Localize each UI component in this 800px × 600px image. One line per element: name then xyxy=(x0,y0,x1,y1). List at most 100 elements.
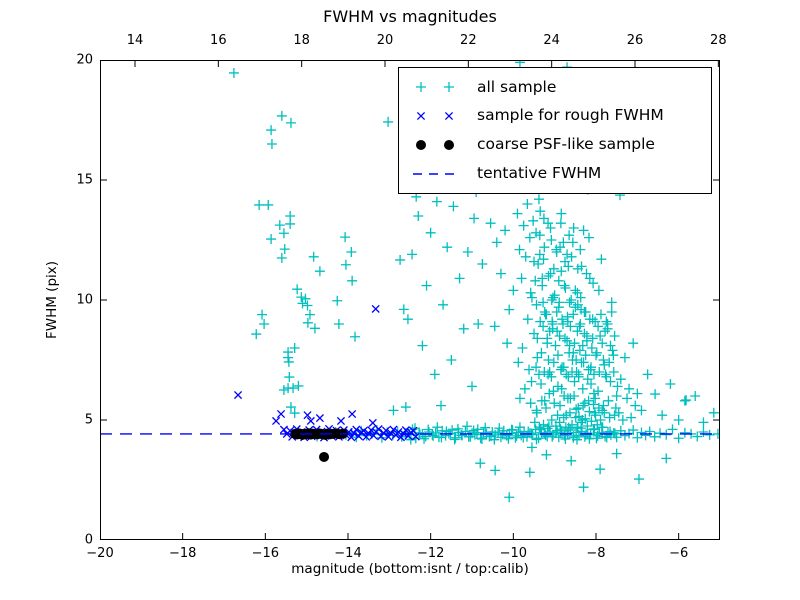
plus-marker xyxy=(513,357,524,368)
legend-marker-glyph xyxy=(416,82,454,93)
plus-marker xyxy=(580,350,591,361)
plus-marker xyxy=(538,321,549,332)
plus-marker xyxy=(529,256,539,267)
plus-marker xyxy=(592,430,603,441)
plus-marker xyxy=(545,223,556,233)
legend: all sample sample for rough FWHM coarse … xyxy=(398,67,712,194)
plus-marker xyxy=(489,434,500,445)
plus-marker xyxy=(698,417,709,428)
plus-marker xyxy=(562,335,573,346)
plus-marker xyxy=(589,423,600,434)
plus-marker xyxy=(550,340,561,351)
plus-marker xyxy=(542,338,553,349)
plus-marker xyxy=(423,424,434,435)
plus-marker xyxy=(649,431,660,442)
plus-marker xyxy=(580,413,591,424)
legend-item-tentative-fwhm: tentative FWHM xyxy=(407,159,703,188)
plus-marker xyxy=(583,364,594,375)
plus-marker xyxy=(263,199,274,210)
plus-marker xyxy=(576,357,587,368)
plus-marker xyxy=(564,407,575,418)
legend-marker-glyph xyxy=(416,139,454,150)
plus-marker xyxy=(535,206,546,217)
plus-marker xyxy=(596,254,607,265)
plus-marker xyxy=(562,316,573,327)
plus-marker xyxy=(257,309,268,320)
plus-marker xyxy=(528,215,539,226)
plus-marker xyxy=(512,208,523,219)
plus-marker xyxy=(574,321,585,332)
x-marker xyxy=(368,418,377,427)
plus-marker xyxy=(536,379,547,389)
plus-marker xyxy=(276,110,287,121)
x-tick-label: −8 xyxy=(586,546,606,561)
plus-marker xyxy=(526,376,537,387)
plus-marker xyxy=(530,275,541,286)
circle-marker xyxy=(319,451,330,462)
x-marker xyxy=(279,425,288,434)
plus-marker xyxy=(432,422,443,433)
x-tick-label: −20 xyxy=(86,546,114,561)
plus-marker xyxy=(557,319,568,329)
plus-marker xyxy=(569,376,580,387)
plus-marker xyxy=(332,295,343,306)
legend-label: sample for rough FWHM xyxy=(477,106,664,125)
plus-marker xyxy=(586,343,597,353)
plus-marker xyxy=(571,404,582,415)
plus-marker xyxy=(278,228,289,239)
plus-marker xyxy=(571,355,582,365)
plus-marker xyxy=(458,323,469,334)
x-marker xyxy=(276,409,286,419)
plus-marker xyxy=(571,434,582,445)
plus-marker xyxy=(546,295,557,305)
plus-marker xyxy=(546,415,557,425)
plus-marker xyxy=(567,367,578,377)
plus-marker xyxy=(284,372,295,383)
plus-marker xyxy=(529,417,540,428)
circle-marker xyxy=(416,139,426,150)
plus-marker xyxy=(536,395,547,406)
x-marker-icon xyxy=(407,106,469,126)
plus-marker xyxy=(600,369,611,380)
plus-marker xyxy=(543,355,554,365)
plus-marker xyxy=(552,410,563,421)
plus-marker xyxy=(704,429,715,440)
plus-marker xyxy=(673,415,684,425)
plus-marker xyxy=(545,268,556,279)
x-top-tick-label: 22 xyxy=(460,33,477,48)
plus-marker xyxy=(333,319,344,329)
plus-marker xyxy=(405,434,416,445)
plus-marker xyxy=(285,402,296,413)
plus-marker xyxy=(538,254,549,265)
plus-marker xyxy=(508,285,519,296)
plus-marker xyxy=(600,326,611,337)
plus-marker xyxy=(438,299,449,310)
x-marker xyxy=(367,426,376,435)
plus-marker xyxy=(590,393,601,404)
plus-marker xyxy=(534,230,545,241)
plus-marker xyxy=(555,400,566,411)
plus-marker xyxy=(547,319,558,329)
plus-marker xyxy=(421,280,432,291)
plus-marker xyxy=(548,386,559,397)
x-marker xyxy=(359,426,368,435)
x-marker xyxy=(303,411,312,420)
plus-marker xyxy=(567,419,578,430)
plus-marker xyxy=(679,395,690,406)
plus-marker xyxy=(531,407,542,418)
x-marker xyxy=(381,426,391,435)
plus-marker xyxy=(452,423,463,434)
plus-marker xyxy=(667,424,678,435)
plus-marker xyxy=(586,362,597,373)
plus-marker xyxy=(583,232,594,243)
plus-marker xyxy=(347,275,358,286)
plus-marker xyxy=(546,235,557,245)
plus-marker xyxy=(608,350,619,361)
plus-marker xyxy=(436,400,446,411)
plus-marker xyxy=(522,199,533,209)
plus-marker xyxy=(572,423,583,434)
plus-marker xyxy=(285,218,296,229)
plus-marker xyxy=(462,421,473,432)
plus-marker xyxy=(604,357,615,368)
